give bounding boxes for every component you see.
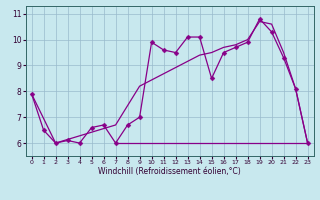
X-axis label: Windchill (Refroidissement éolien,°C): Windchill (Refroidissement éolien,°C)	[98, 167, 241, 176]
